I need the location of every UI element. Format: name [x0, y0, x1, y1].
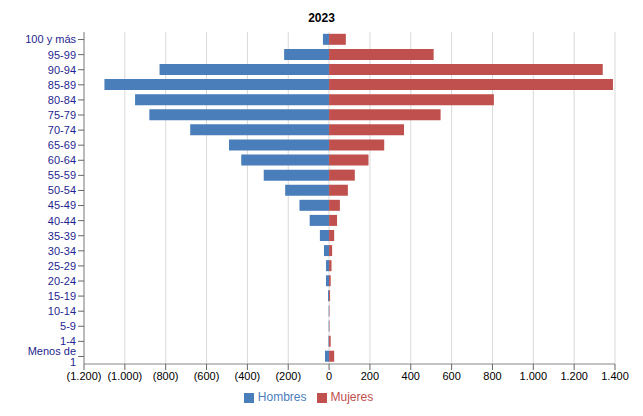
svg-text:60-64: 60-64: [48, 154, 76, 166]
svg-text:100 y más: 100 y más: [25, 33, 76, 45]
svg-text:40-44: 40-44: [48, 215, 76, 227]
svg-text:(800): (800): [153, 370, 179, 382]
svg-text:(1.200): (1.200): [67, 370, 102, 382]
svg-text:10-14: 10-14: [48, 305, 76, 317]
html-text:2023: 2023: [308, 11, 335, 25]
svg-text:5-9: 5-9: [60, 320, 76, 332]
svg-text:85-89: 85-89: [48, 79, 76, 91]
svg-text:50-54: 50-54: [48, 184, 76, 196]
svg-text:400: 400: [402, 370, 420, 382]
svg-text:(200): (200): [275, 370, 301, 382]
svg-text:Menos de1: Menos de1: [28, 345, 76, 368]
svg-text:45-49: 45-49: [48, 199, 76, 211]
svg-text:(400): (400): [235, 370, 261, 382]
svg-text:1.000: 1.000: [520, 370, 548, 382]
svg-text:70-74: 70-74: [48, 124, 76, 136]
svg-text:20-24: 20-24: [48, 275, 76, 287]
svg-text:35-39: 35-39: [48, 230, 76, 242]
svg-text:1-4: 1-4: [60, 335, 76, 348]
svg-text:15-19: 15-19: [48, 290, 76, 302]
svg-text:600: 600: [442, 370, 460, 382]
svg-text:55-59: 55-59: [48, 169, 76, 181]
svg-text:25-29: 25-29: [48, 260, 76, 272]
svg-text:65-69: 65-69: [48, 139, 76, 151]
svg-text:0: 0: [326, 370, 332, 382]
svg-text:95-99: 95-99: [48, 49, 76, 61]
svg-text:800: 800: [483, 370, 501, 382]
svg-text:1.400: 1.400: [601, 370, 629, 382]
svg-text:80-84: 80-84: [48, 94, 76, 106]
svg-text:30-34: 30-34: [48, 245, 76, 257]
svg-text:(600): (600): [194, 370, 220, 382]
svg-text:75-79: 75-79: [48, 109, 76, 121]
svg-text:(1.000): (1.000): [107, 370, 142, 382]
svg-text:1.200: 1.200: [560, 370, 588, 382]
svg-text:200: 200: [361, 370, 379, 382]
html-text:Mujeres: Mujeres: [330, 390, 374, 404]
html-text:Hombres: Hombres: [257, 390, 307, 404]
svg-text:90-94: 90-94: [48, 64, 76, 76]
